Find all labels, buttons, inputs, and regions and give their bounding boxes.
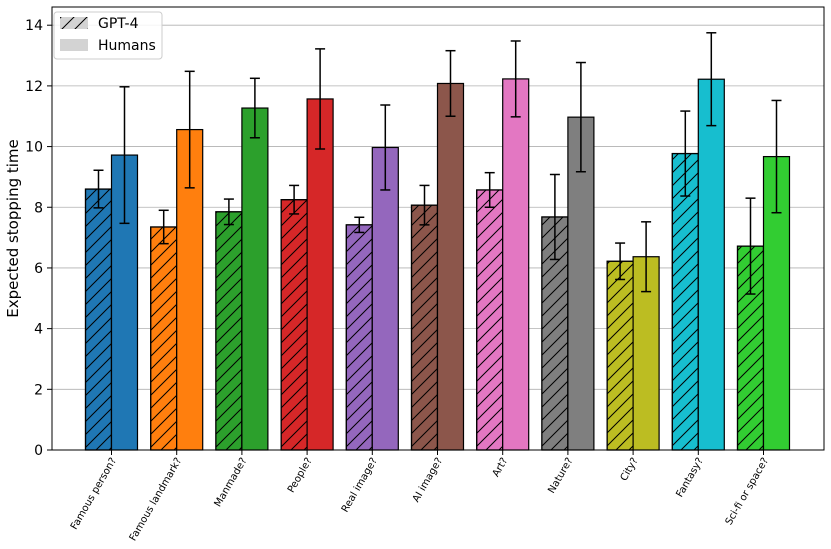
error-bar-humans — [249, 77, 260, 139]
bars — [84, 78, 791, 451]
error-bar-gpt4 — [680, 110, 691, 197]
error-bar-humans — [315, 48, 326, 150]
bar-humans — [436, 82, 465, 451]
x-tick-label: Real image? — [340, 456, 380, 515]
x-tick-label: Nature? — [546, 456, 575, 495]
x-tick-label: Sci-fi or space? — [724, 456, 771, 527]
x-tick-label: City? — [619, 456, 641, 483]
error-bar-gpt4 — [745, 197, 756, 295]
error-bar-humans — [184, 70, 195, 189]
bar-humans — [697, 78, 725, 451]
bar-humans — [306, 98, 334, 451]
x-axis-ticks: Famous person? Famous landmark? Manmade? Pe… — [69, 450, 771, 543]
error-bar-gpt4 — [93, 169, 104, 209]
error-bar-humans — [510, 40, 521, 118]
error-bar-gpt4 — [223, 198, 234, 226]
bar-humans — [502, 78, 530, 451]
bar-hatch-gpt4 — [606, 260, 634, 451]
error-bar-humans — [771, 99, 782, 214]
error-bar-gpt4 — [419, 184, 430, 226]
bar-humans — [241, 107, 269, 451]
error-bar-gpt4 — [549, 173, 560, 261]
error-bar-gpt4 — [289, 184, 300, 215]
x-tick-label: Famous person? — [69, 456, 119, 532]
y-tick-label: 12 — [25, 79, 43, 95]
x-tick-label: Fantasy? — [674, 456, 705, 499]
error-bars — [93, 32, 782, 295]
error-bar-humans — [445, 49, 456, 117]
y-tick-label: 14 — [25, 18, 43, 34]
y-tick-label: 8 — [34, 200, 43, 216]
bar-hatch-gpt4 — [150, 226, 178, 451]
bar-hatch-gpt4 — [280, 199, 308, 451]
x-tick-label: AI image? — [411, 456, 445, 504]
y-tick-label: 0 — [34, 443, 43, 459]
bar-hatch-gpt4 — [215, 211, 243, 451]
bar-hatch-gpt4 — [476, 189, 504, 451]
error-bar-gpt4 — [615, 242, 626, 281]
y-axis-label: Expected stopping time — [4, 139, 22, 318]
error-bar-gpt4 — [484, 171, 495, 209]
x-tick-label: Famous landmark? — [128, 456, 185, 543]
legend-label-humans: Humans — [98, 38, 156, 54]
x-tick-label: People? — [286, 456, 315, 495]
error-bar-humans — [641, 221, 652, 293]
bar-humans — [371, 146, 399, 451]
error-bar-gpt4 — [354, 216, 365, 234]
y-tick-label: 4 — [34, 322, 43, 338]
y-tick-label: 6 — [34, 261, 43, 277]
legend-label-gpt4: GPT-4 — [98, 16, 139, 32]
y-axis-ticks: 0 2 4 6 8 10 12 14 — [25, 18, 52, 459]
legend: GPT-4 Humans — [53, 11, 163, 60]
bar-hatch-gpt4 — [345, 224, 373, 451]
bar-hatch-gpt4 — [671, 152, 699, 451]
x-tick-label: Art? — [491, 456, 511, 479]
bar-humans — [567, 116, 595, 451]
y-tick-label: 2 — [34, 382, 43, 398]
error-bar-humans — [380, 104, 391, 191]
legend-swatch-humans — [60, 39, 88, 51]
error-bar-humans — [706, 32, 717, 127]
bar-hatch-gpt4 — [84, 188, 113, 451]
y-tick-label: 10 — [25, 140, 43, 156]
error-bar-gpt4 — [158, 209, 169, 245]
x-tick-label: Manmade? — [213, 456, 250, 509]
error-bar-humans — [575, 61, 586, 173]
bar-hatch-gpt4 — [410, 204, 439, 451]
legend-swatch-gpt4-hatch — [60, 17, 88, 29]
error-bar-humans — [119, 86, 130, 225]
